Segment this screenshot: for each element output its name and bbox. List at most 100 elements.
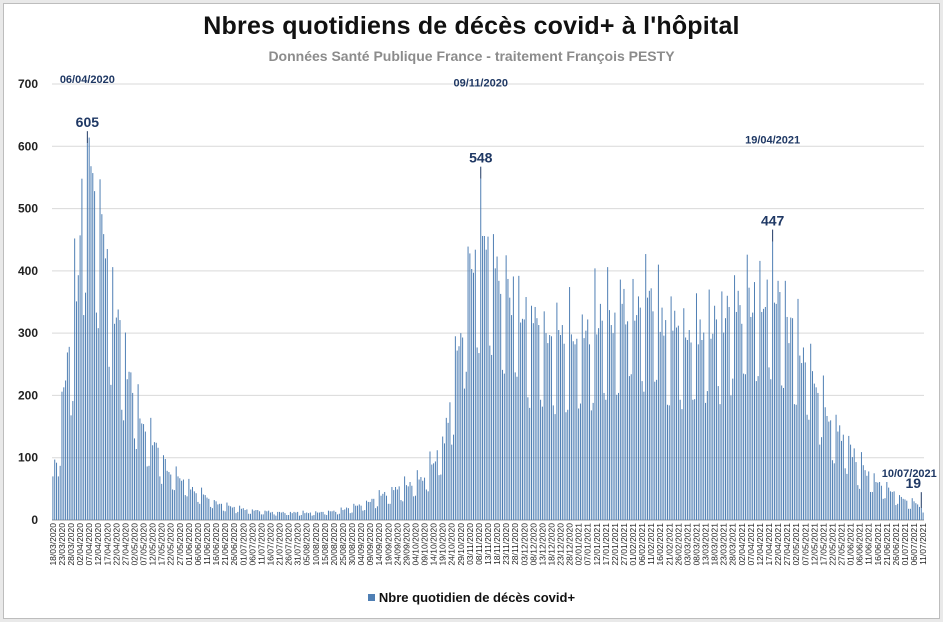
bar xyxy=(663,335,665,520)
bar xyxy=(130,372,132,520)
bar xyxy=(735,311,737,520)
annotation-value: 548 xyxy=(469,150,493,166)
bar xyxy=(906,500,908,520)
bar xyxy=(877,482,879,520)
x-tick-label: 16/02/2021 xyxy=(655,523,665,566)
bar xyxy=(603,392,605,520)
bar xyxy=(625,324,627,520)
x-tick-label: 18/12/2020 xyxy=(546,523,556,566)
bar xyxy=(494,268,496,520)
x-tick-label: 07/04/2020 xyxy=(84,523,94,566)
bar xyxy=(855,462,857,520)
bar xyxy=(233,506,235,520)
bar xyxy=(413,496,415,520)
bar xyxy=(824,407,826,520)
bar xyxy=(467,246,469,520)
bar xyxy=(665,320,667,520)
x-tick-label: 17/04/2021 xyxy=(764,523,774,566)
bar xyxy=(431,464,433,520)
bar xyxy=(297,511,299,520)
bar xyxy=(429,451,431,520)
x-tick-label: 28/03/2020 xyxy=(66,523,76,566)
bar xyxy=(217,504,219,520)
bar xyxy=(512,276,514,520)
bar xyxy=(251,509,253,520)
bar xyxy=(85,292,87,520)
bar xyxy=(848,435,850,520)
bar xyxy=(159,476,161,520)
bar xyxy=(748,287,750,520)
x-tick-label: 06/07/2020 xyxy=(247,523,257,566)
bar xyxy=(550,336,552,520)
x-tick-label: 29/10/2020 xyxy=(456,523,466,566)
bar xyxy=(250,513,252,520)
bar xyxy=(72,401,74,520)
bar xyxy=(837,431,839,520)
bar xyxy=(282,511,284,520)
x-tick-label: 01/07/2020 xyxy=(238,523,248,566)
bar xyxy=(679,399,681,520)
legend-label: Nbre quotidien de décès covid+ xyxy=(378,590,576,605)
bar xyxy=(213,500,215,520)
bar xyxy=(532,323,534,520)
bar xyxy=(498,280,500,520)
bar xyxy=(810,343,812,520)
bar xyxy=(784,280,786,520)
bar xyxy=(752,312,754,520)
bar xyxy=(416,470,418,520)
bar xyxy=(286,515,288,520)
bar xyxy=(913,501,915,520)
bar xyxy=(384,491,386,520)
bar xyxy=(509,297,511,520)
bar xyxy=(313,515,315,520)
bar xyxy=(264,510,266,520)
bar xyxy=(418,479,420,520)
bar xyxy=(587,319,589,520)
bar xyxy=(630,374,632,520)
bar xyxy=(768,367,770,520)
bar xyxy=(596,334,598,520)
bar xyxy=(458,346,460,520)
bar xyxy=(476,347,478,520)
annotation-date: 06/04/2020 xyxy=(60,74,115,86)
bar xyxy=(891,491,893,520)
bar xyxy=(420,477,422,520)
legend: Nbre quotidien de décès covid+ xyxy=(0,590,943,605)
bar xyxy=(612,333,614,520)
bar xyxy=(715,319,717,520)
bar xyxy=(411,485,413,520)
bar xyxy=(871,491,873,520)
x-tick-label: 08/03/2021 xyxy=(691,523,701,566)
bar xyxy=(558,330,560,520)
x-tick-label: 23/03/2020 xyxy=(57,523,67,566)
bar xyxy=(531,305,533,520)
bar xyxy=(208,498,210,520)
bar xyxy=(119,320,121,520)
x-tick-label: 04/09/2020 xyxy=(356,523,366,566)
bar xyxy=(723,332,725,520)
bar xyxy=(706,391,708,520)
bar xyxy=(724,318,726,520)
x-tick-label: 15/08/2020 xyxy=(320,523,330,566)
bar xyxy=(753,282,755,520)
bar xyxy=(683,308,685,520)
bar xyxy=(741,323,743,520)
bar xyxy=(112,267,114,520)
bar xyxy=(899,495,901,520)
x-tick-label: 01/02/2021 xyxy=(628,523,638,566)
bar xyxy=(240,508,242,520)
bar xyxy=(74,238,76,520)
bar xyxy=(895,505,897,520)
bar xyxy=(68,346,70,520)
bar xyxy=(717,386,719,520)
bar xyxy=(128,371,130,520)
bar xyxy=(192,486,193,520)
bar xyxy=(366,500,368,520)
bar xyxy=(714,305,716,520)
bar xyxy=(228,505,230,520)
bar xyxy=(777,280,779,520)
x-tick-label: 26/07/2020 xyxy=(284,523,294,566)
bar xyxy=(627,321,629,520)
bar xyxy=(610,325,612,520)
y-tick-label: 600 xyxy=(18,139,38,153)
